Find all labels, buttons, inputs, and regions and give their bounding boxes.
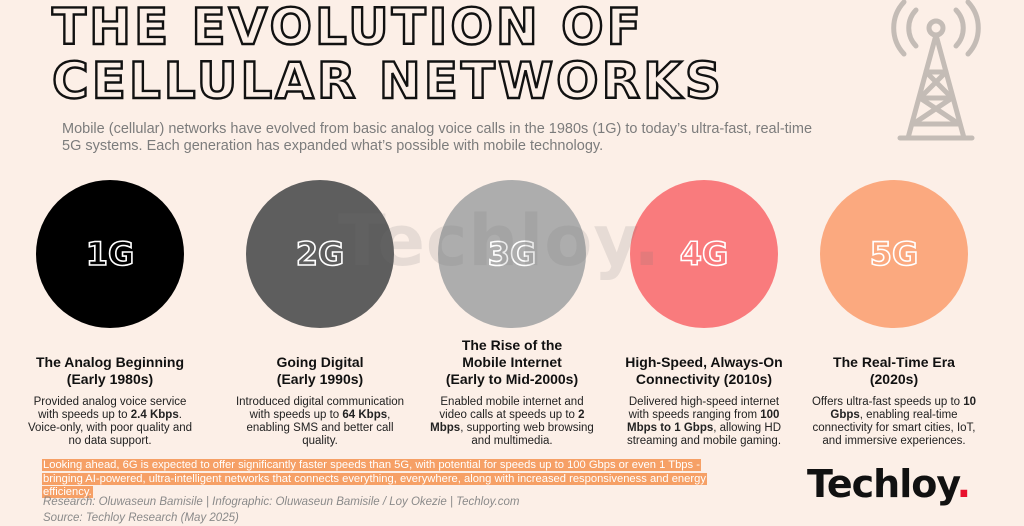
- generation-label: 5G: [869, 234, 919, 274]
- generation-description: Introduced digital communication with sp…: [235, 396, 405, 447]
- subtitle: Mobile (cellular) networks have evolved …: [62, 121, 813, 154]
- generation-title: The Analog Beginning (Early 1980s): [35, 354, 185, 387]
- generation-circle-5g: 5G: [820, 180, 968, 328]
- generation-circle-1g: 1G: [36, 180, 184, 328]
- generation-2g: 2G Going Digital (Early 1990s) Introduce…: [223, 180, 417, 448]
- generation-description: Enabled mobile internet and video calls …: [430, 396, 594, 447]
- generation-4g: 4G High-Speed, Always-On Connectivity (2…: [607, 180, 801, 448]
- generation-description: Delivered high-speed internet with speed…: [626, 396, 782, 447]
- generation-circle-2g: 2G: [246, 180, 394, 328]
- generation-description: Offers ultra-fast speeds up to 10 Gbps, …: [811, 396, 977, 447]
- cell-tower-icon: [891, 0, 981, 141]
- generation-label: 2G: [295, 234, 345, 274]
- source-credit: Source: Techloy Research (May 2025): [43, 512, 239, 524]
- generation-label: 4G: [679, 234, 729, 274]
- page-title-line-2: CELLULAR NETWORKS: [51, 52, 724, 110]
- generation-title: The Rise of the Mobile Internet (Early t…: [445, 337, 579, 387]
- techloy-logo: Techloy.: [807, 462, 971, 506]
- generation-description: Provided analog voice service with speed…: [27, 396, 193, 447]
- page-title-line-1: THE EVOLUTION OF: [51, 0, 644, 56]
- generation-label: 3G: [487, 234, 537, 274]
- generation-title: Going Digital (Early 1990s): [276, 354, 364, 387]
- generation-circle-3g: 3G: [438, 180, 586, 328]
- generation-title: High-Speed, Always-On Connectivity (2010…: [625, 354, 783, 387]
- credits: Research: Oluwaseun Bamisile | Infograph…: [43, 494, 519, 526]
- generation-title: The Real-Time Era (2020s): [833, 354, 955, 387]
- generation-1g: 1G The Analog Beginning (Early 1980s) Pr…: [13, 180, 207, 448]
- generation-3g: 3G The Rise of the Mobile Internet (Earl…: [415, 180, 609, 448]
- lookahead-note: Looking ahead, 6G is expected to offer s…: [42, 459, 707, 498]
- generation-5g: 5G The Real-Time Era (2020s) Offers ultr…: [797, 180, 991, 448]
- techloy-watermark: Techloy.: [338, 200, 662, 282]
- research-credit: Research: Oluwaseun Bamisile | Infograph…: [43, 496, 520, 508]
- generation-label: 1G: [85, 234, 135, 274]
- generation-circle-4g: 4G: [630, 180, 778, 328]
